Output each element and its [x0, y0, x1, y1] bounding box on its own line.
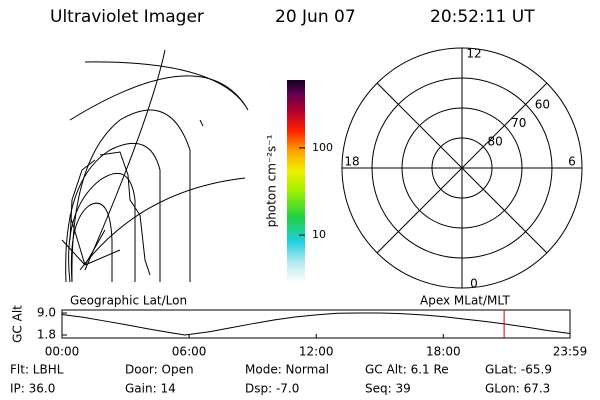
lat-ring	[341, 47, 583, 289]
lat-label: 80	[487, 135, 502, 149]
lat-label: 70	[511, 116, 526, 130]
y-label: GC Alt	[11, 305, 25, 343]
status-field: GLon: 67.3	[485, 382, 550, 396]
status-field: GLat: -65.9	[485, 363, 552, 377]
lat-label: 60	[535, 98, 550, 112]
status-field: Mode: Normal	[245, 363, 329, 377]
status-field: GC Alt: 6.1 Re	[365, 363, 449, 377]
lat-ring	[371, 77, 553, 259]
colorbar-tick-label: 10	[312, 228, 326, 241]
y-tick-label: 9.0	[37, 306, 56, 320]
status-field: Door: Open	[125, 363, 194, 377]
x-tick-label: 23:59	[553, 345, 588, 359]
time: 20:52:11 UT	[430, 7, 535, 27]
status-field: Flt: LBHL	[10, 363, 64, 377]
colorbar-label: photon cm⁻²s⁻¹	[265, 134, 279, 227]
mlt-label: 0	[470, 277, 478, 291]
map	[61, 49, 249, 283]
mlt-label: 18	[344, 155, 359, 169]
mlt-label: 6	[568, 155, 576, 169]
lat-ring	[431, 137, 493, 199]
x-tick-label: 18:00	[426, 345, 461, 359]
polar	[342, 48, 582, 288]
map-label: Geographic Lat/Lon	[70, 294, 187, 308]
plot-frame	[61, 309, 571, 339]
title: Ultraviolet Imager	[50, 7, 204, 27]
mlt-label: 12	[466, 47, 481, 61]
x-tick-label: 06:00	[172, 345, 207, 359]
x-tick-label: 12:00	[299, 345, 334, 359]
status-field: Gain: 14	[125, 382, 176, 396]
altitude-line	[61, 312, 571, 336]
x-tick-label: 00:00	[45, 345, 80, 359]
status-field: Seq: 39	[365, 382, 411, 396]
status-field: Dsp: -7.0	[245, 382, 299, 396]
colorbar-tick-label: 100	[312, 141, 333, 154]
date: 20 Jun 07	[275, 7, 356, 27]
y-tick-label: 1.8	[37, 328, 56, 342]
lat-ring	[401, 107, 523, 229]
proj-label: Apex MLat/MLT	[420, 294, 510, 308]
colorbar	[287, 80, 305, 282]
status-field: IP: 36.0	[10, 382, 55, 396]
